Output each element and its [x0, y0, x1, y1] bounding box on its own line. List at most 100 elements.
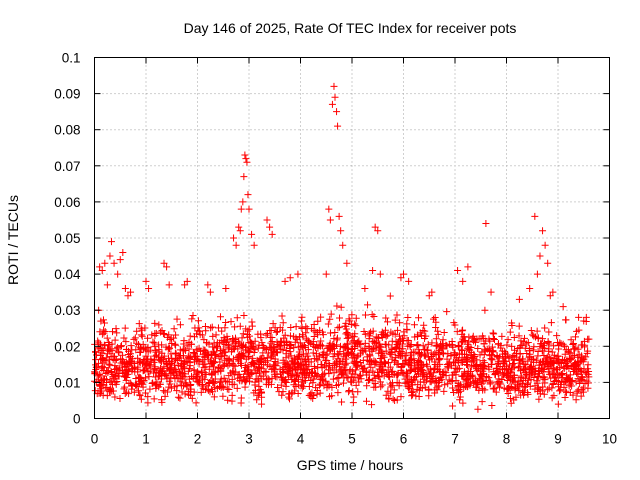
roti-point — [220, 352, 228, 360]
roti-point — [396, 332, 404, 340]
roti-point — [286, 348, 294, 356]
roti-point — [177, 351, 185, 359]
roti-point — [257, 389, 265, 397]
roti-point — [204, 281, 212, 289]
roti-point — [341, 322, 349, 330]
roti-point — [454, 357, 462, 365]
roti-point — [352, 360, 360, 368]
roti-point — [150, 339, 158, 347]
roti-point — [199, 358, 207, 366]
roti-point — [119, 370, 127, 378]
roti-point — [140, 376, 148, 384]
roti-point — [314, 317, 322, 325]
roti-point — [198, 367, 206, 375]
roti-point — [214, 324, 222, 332]
roti-point — [372, 338, 380, 346]
roti-point — [210, 393, 218, 401]
roti-point — [211, 350, 219, 358]
roti-point — [525, 344, 533, 352]
roti-point — [512, 393, 520, 401]
roti-point — [301, 356, 309, 364]
roti-point — [242, 325, 250, 333]
roti-point — [502, 372, 510, 380]
roti-point — [232, 241, 240, 249]
roti-point — [506, 328, 514, 336]
roti-point — [374, 372, 382, 380]
roti-point — [523, 380, 531, 388]
roti-point — [290, 376, 298, 384]
roti-point — [302, 360, 310, 368]
roti-point — [326, 315, 334, 323]
roti-point — [443, 308, 451, 316]
roti-point — [359, 348, 367, 356]
roti-point — [410, 321, 418, 329]
roti-point — [426, 378, 434, 386]
roti-point — [520, 391, 528, 399]
roti-point — [451, 321, 459, 329]
roti-point — [510, 333, 518, 341]
roti-point — [406, 356, 414, 364]
roti-point — [386, 350, 394, 358]
y-tick-label: 0.03 — [54, 303, 80, 318]
roti-point — [230, 345, 238, 353]
roti-point — [444, 364, 452, 372]
roti-point — [529, 346, 537, 354]
roti-point — [228, 397, 236, 405]
roti-point — [122, 369, 130, 377]
roti-point — [148, 380, 156, 388]
roti-point — [411, 376, 419, 384]
roti-point — [160, 330, 168, 338]
roti-point — [435, 356, 443, 364]
roti-point — [199, 350, 207, 358]
roti-point — [139, 357, 147, 365]
roti-point — [431, 379, 439, 387]
roti-point — [368, 401, 376, 409]
roti-point — [336, 314, 344, 322]
roti-point — [449, 377, 457, 385]
roti-point — [130, 335, 138, 343]
roti-point — [332, 358, 340, 366]
roti-point — [478, 372, 486, 380]
roti-point — [424, 340, 432, 348]
roti-point — [530, 355, 538, 363]
roti-point — [273, 327, 281, 335]
roti-point — [312, 384, 320, 392]
roti-point — [495, 375, 503, 383]
roti-point — [354, 352, 362, 360]
roti-point — [206, 388, 214, 396]
roti-point — [335, 212, 343, 220]
roti-point — [433, 384, 441, 392]
roti-point — [335, 380, 343, 388]
roti-point — [151, 356, 159, 364]
roti-point — [347, 373, 355, 381]
roti-point — [463, 340, 471, 348]
roti-point — [182, 346, 190, 354]
roti-point — [210, 368, 218, 376]
roti-point — [310, 333, 318, 341]
roti-point — [394, 371, 402, 379]
roti-point — [449, 402, 457, 410]
roti-point — [325, 205, 333, 213]
roti-point — [112, 356, 120, 364]
roti-point — [569, 340, 577, 348]
roti-point — [585, 335, 593, 343]
roti-point — [216, 313, 224, 321]
roti-point — [209, 332, 217, 340]
roti-point — [322, 270, 330, 278]
roti-point — [184, 354, 192, 362]
roti-point — [126, 352, 134, 360]
roti-point — [459, 337, 467, 345]
roti-point — [144, 393, 152, 401]
roti-point — [122, 376, 130, 384]
roti-point — [474, 345, 482, 353]
roti-point — [354, 340, 362, 348]
roti-point — [520, 334, 528, 342]
roti-point — [366, 375, 374, 383]
roti-point — [367, 363, 375, 371]
roti-point — [211, 375, 219, 383]
roti-point — [123, 360, 131, 368]
roti-point — [291, 338, 299, 346]
roti-point — [189, 374, 197, 382]
roti-point — [209, 343, 217, 351]
roti-point — [298, 313, 306, 321]
